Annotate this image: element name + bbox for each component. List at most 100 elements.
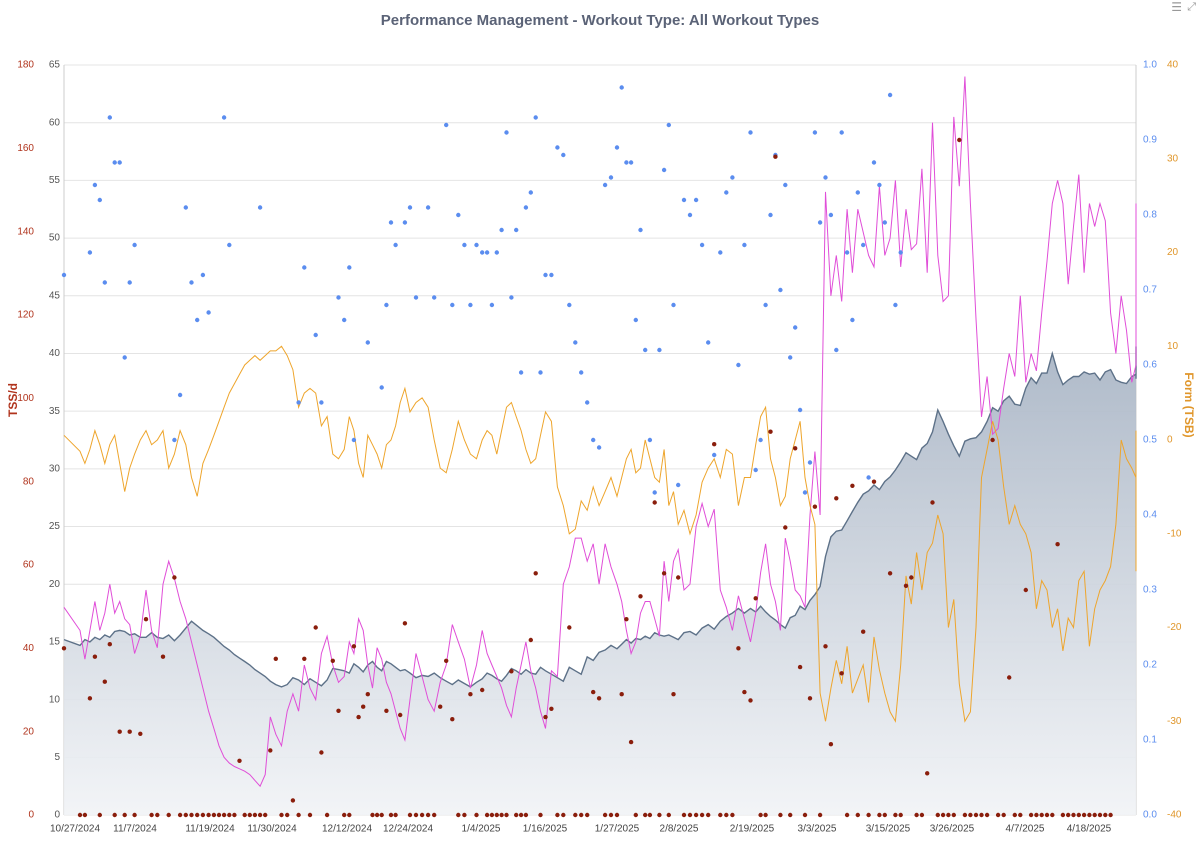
if-point — [342, 317, 347, 323]
ctl-axis-tick: 65 — [49, 60, 61, 71]
tss-point — [758, 812, 763, 818]
tss-point — [1108, 812, 1113, 818]
if-point — [797, 407, 803, 413]
tss-point — [652, 500, 657, 505]
if-axis-tick: 0.0 — [1143, 810, 1157, 821]
if-point — [793, 325, 798, 330]
tss-point — [1103, 812, 1108, 818]
hamburger-icon[interactable]: ☰ — [1171, 0, 1182, 14]
if-point — [718, 250, 723, 255]
tss-point — [930, 500, 935, 505]
tss-point — [979, 812, 984, 818]
if-point — [462, 242, 467, 248]
tss-point — [252, 812, 258, 818]
tss-point — [356, 714, 361, 720]
tss-point — [802, 812, 808, 818]
tss-point — [946, 812, 951, 818]
ctl-axis-tick: 10 — [49, 694, 61, 705]
if-point — [195, 317, 200, 323]
tss-point — [748, 698, 753, 703]
if-point — [591, 437, 596, 443]
tss-point — [940, 812, 946, 818]
if-point — [432, 295, 437, 300]
if-point — [97, 197, 103, 203]
tss-point — [242, 812, 247, 818]
tss-point — [925, 771, 930, 776]
if-point — [628, 160, 634, 165]
ctl-axis-tick: 60 — [49, 117, 61, 128]
tss-point — [871, 479, 877, 484]
x-axis-tick: 11/30/2024 — [247, 824, 297, 835]
x-axis-tick: 12/12/2024 — [322, 824, 372, 835]
expand-icon[interactable]: ⤢ — [1187, 0, 1196, 13]
tss-point — [432, 812, 437, 818]
if-point — [499, 227, 504, 233]
tss-point — [866, 812, 871, 818]
if-point — [573, 340, 578, 345]
tss-point — [797, 664, 803, 670]
tss-point — [768, 429, 773, 434]
tss-point — [730, 812, 735, 818]
if-point — [671, 302, 676, 308]
tss-point — [499, 812, 504, 818]
tss-point — [456, 812, 461, 818]
if-point — [468, 302, 473, 308]
tss-point — [742, 689, 747, 695]
tss-point — [844, 812, 850, 818]
tss-point — [290, 798, 296, 803]
if-point — [643, 347, 648, 353]
if-point — [200, 272, 206, 278]
tss-point — [1087, 812, 1092, 818]
tss-point — [237, 758, 242, 763]
tss-point — [898, 812, 903, 818]
if-point — [543, 272, 548, 278]
tss-point — [402, 621, 408, 626]
x-axis-tick: 1/4/2025 — [462, 824, 501, 835]
if-point — [661, 167, 667, 173]
if-point — [693, 197, 699, 203]
tss-point — [778, 812, 783, 818]
tss-point — [307, 812, 313, 818]
form-axis-tick: 30 — [1167, 153, 1179, 164]
tss-point — [773, 154, 778, 159]
tss-point — [533, 571, 538, 576]
if-point — [633, 317, 638, 323]
tss-point — [361, 704, 366, 709]
tss-point — [347, 812, 352, 818]
if-point — [474, 242, 479, 248]
tss-point — [528, 637, 533, 643]
if-point — [549, 272, 554, 278]
if-point — [379, 385, 384, 390]
tss-point — [273, 656, 278, 661]
if-point — [638, 227, 643, 233]
tss-point — [855, 812, 860, 818]
tss-point — [398, 712, 403, 718]
if-point — [189, 280, 194, 285]
if-axis-tick: 0.5 — [1143, 435, 1157, 446]
if-axis-tick: 0.8 — [1143, 210, 1157, 221]
x-axis-tick: 4/18/2025 — [1067, 824, 1112, 835]
if-point — [413, 295, 419, 300]
tss-point — [480, 687, 485, 693]
tss-point — [861, 629, 866, 634]
if-point — [657, 347, 662, 353]
tss-point — [247, 812, 252, 818]
tss-point — [591, 689, 596, 695]
tss-point — [232, 812, 237, 818]
tss-point — [216, 812, 222, 818]
tss-point — [177, 812, 183, 818]
tss-point — [384, 708, 389, 713]
if-point — [866, 475, 871, 480]
ctl-axis-tick: 25 — [49, 521, 61, 532]
ctl-axis-tick: 55 — [49, 175, 61, 186]
form-axis-tick: 10 — [1167, 341, 1179, 352]
tss-point — [1039, 812, 1044, 818]
if-point — [484, 250, 490, 255]
tss-point — [957, 137, 962, 143]
if-point — [652, 490, 657, 495]
if-point — [608, 175, 614, 180]
if-point — [817, 220, 823, 225]
tss-point — [783, 525, 788, 530]
if-point — [533, 115, 538, 120]
tss-point — [699, 812, 705, 818]
